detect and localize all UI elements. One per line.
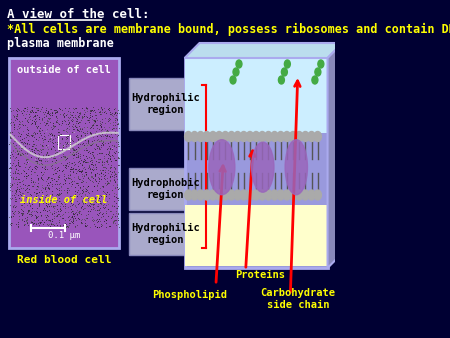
Circle shape: [252, 190, 260, 200]
Circle shape: [283, 131, 291, 142]
Circle shape: [236, 60, 242, 68]
Bar: [185, 59, 327, 132]
Circle shape: [314, 190, 321, 200]
Circle shape: [246, 190, 254, 200]
Text: inside of cell: inside of cell: [20, 195, 108, 205]
Circle shape: [318, 60, 324, 68]
Circle shape: [296, 131, 303, 142]
Text: outside of cell: outside of cell: [17, 65, 111, 75]
Circle shape: [221, 190, 229, 200]
Circle shape: [265, 131, 272, 142]
Circle shape: [228, 190, 235, 200]
FancyBboxPatch shape: [129, 213, 202, 255]
Ellipse shape: [252, 142, 274, 192]
FancyBboxPatch shape: [129, 168, 202, 210]
Polygon shape: [184, 43, 342, 58]
Circle shape: [302, 131, 309, 142]
Circle shape: [203, 131, 211, 142]
Circle shape: [184, 190, 192, 200]
Circle shape: [234, 131, 241, 142]
Ellipse shape: [209, 140, 235, 195]
Text: Hydrophilic
region: Hydrophilic region: [131, 93, 200, 115]
Circle shape: [191, 190, 198, 200]
Text: Proteins: Proteins: [235, 270, 286, 280]
Circle shape: [265, 190, 272, 200]
Circle shape: [277, 131, 284, 142]
Bar: [58, 135, 70, 149]
Circle shape: [203, 190, 211, 200]
FancyBboxPatch shape: [129, 78, 202, 130]
Circle shape: [289, 131, 297, 142]
Bar: [185, 205, 327, 266]
Circle shape: [209, 131, 217, 142]
Circle shape: [246, 131, 254, 142]
Circle shape: [240, 190, 248, 200]
Text: Hydrophobic
region: Hydrophobic region: [131, 178, 200, 200]
Circle shape: [308, 190, 315, 200]
Polygon shape: [328, 43, 342, 268]
Circle shape: [283, 190, 291, 200]
Text: A view of the cell:: A view of the cell:: [8, 8, 150, 21]
FancyBboxPatch shape: [9, 58, 119, 248]
Text: Hydrophilic
region: Hydrophilic region: [131, 223, 200, 245]
Circle shape: [221, 131, 229, 142]
Text: Red blood cell: Red blood cell: [17, 255, 111, 265]
Circle shape: [315, 68, 321, 76]
Circle shape: [216, 131, 223, 142]
Circle shape: [277, 190, 284, 200]
Circle shape: [312, 76, 318, 84]
Circle shape: [230, 76, 236, 84]
Text: 0.1 μm: 0.1 μm: [48, 231, 80, 240]
Circle shape: [234, 190, 241, 200]
FancyBboxPatch shape: [184, 58, 328, 268]
Circle shape: [308, 131, 315, 142]
Circle shape: [279, 76, 284, 84]
Circle shape: [271, 190, 278, 200]
Circle shape: [281, 68, 288, 76]
FancyArrow shape: [205, 138, 231, 193]
Circle shape: [191, 131, 198, 142]
Circle shape: [216, 190, 223, 200]
Circle shape: [240, 131, 248, 142]
Text: Phospholipid: Phospholipid: [153, 290, 227, 300]
Circle shape: [314, 131, 321, 142]
Circle shape: [289, 190, 297, 200]
Circle shape: [197, 190, 204, 200]
Circle shape: [296, 190, 303, 200]
Circle shape: [259, 131, 266, 142]
Circle shape: [284, 60, 290, 68]
Circle shape: [233, 68, 239, 76]
Circle shape: [184, 131, 192, 142]
Ellipse shape: [285, 140, 307, 195]
Text: plasma membrane: plasma membrane: [8, 37, 114, 50]
Circle shape: [209, 190, 217, 200]
Text: *All cells are membrane bound, possess ribosomes and contain DNA: *All cells are membrane bound, possess r…: [8, 23, 450, 36]
Circle shape: [259, 190, 266, 200]
Circle shape: [271, 131, 278, 142]
Circle shape: [302, 190, 309, 200]
Circle shape: [252, 131, 260, 142]
Circle shape: [197, 131, 204, 142]
Text: Carbohydrate
side chain: Carbohydrate side chain: [260, 288, 335, 310]
Circle shape: [228, 131, 235, 142]
